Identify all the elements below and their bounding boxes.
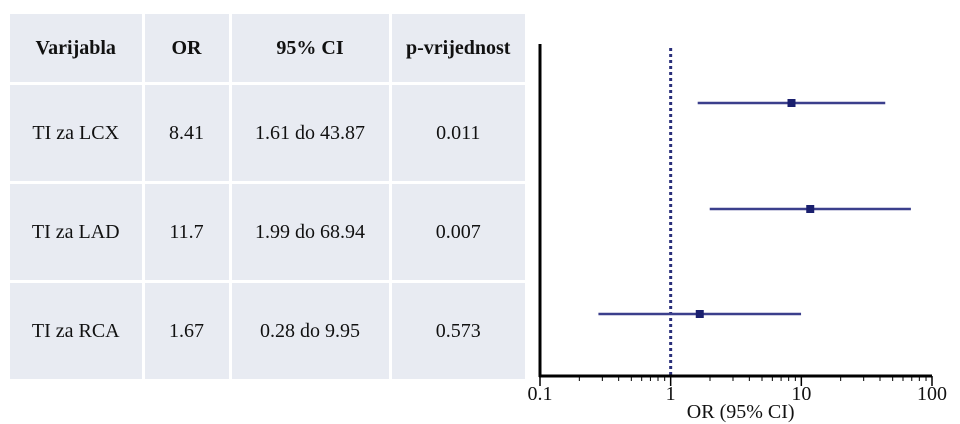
x-axis-label: OR (95% CI) [687,401,795,423]
point-estimate [806,205,814,213]
x-tick-label: 0.1 [528,383,553,405]
point-estimate [788,99,796,107]
plot-marks [598,48,910,376]
point-estimate [696,310,704,318]
x-tick-label: 100 [917,383,947,405]
x-tick-label: 1 [666,383,676,405]
